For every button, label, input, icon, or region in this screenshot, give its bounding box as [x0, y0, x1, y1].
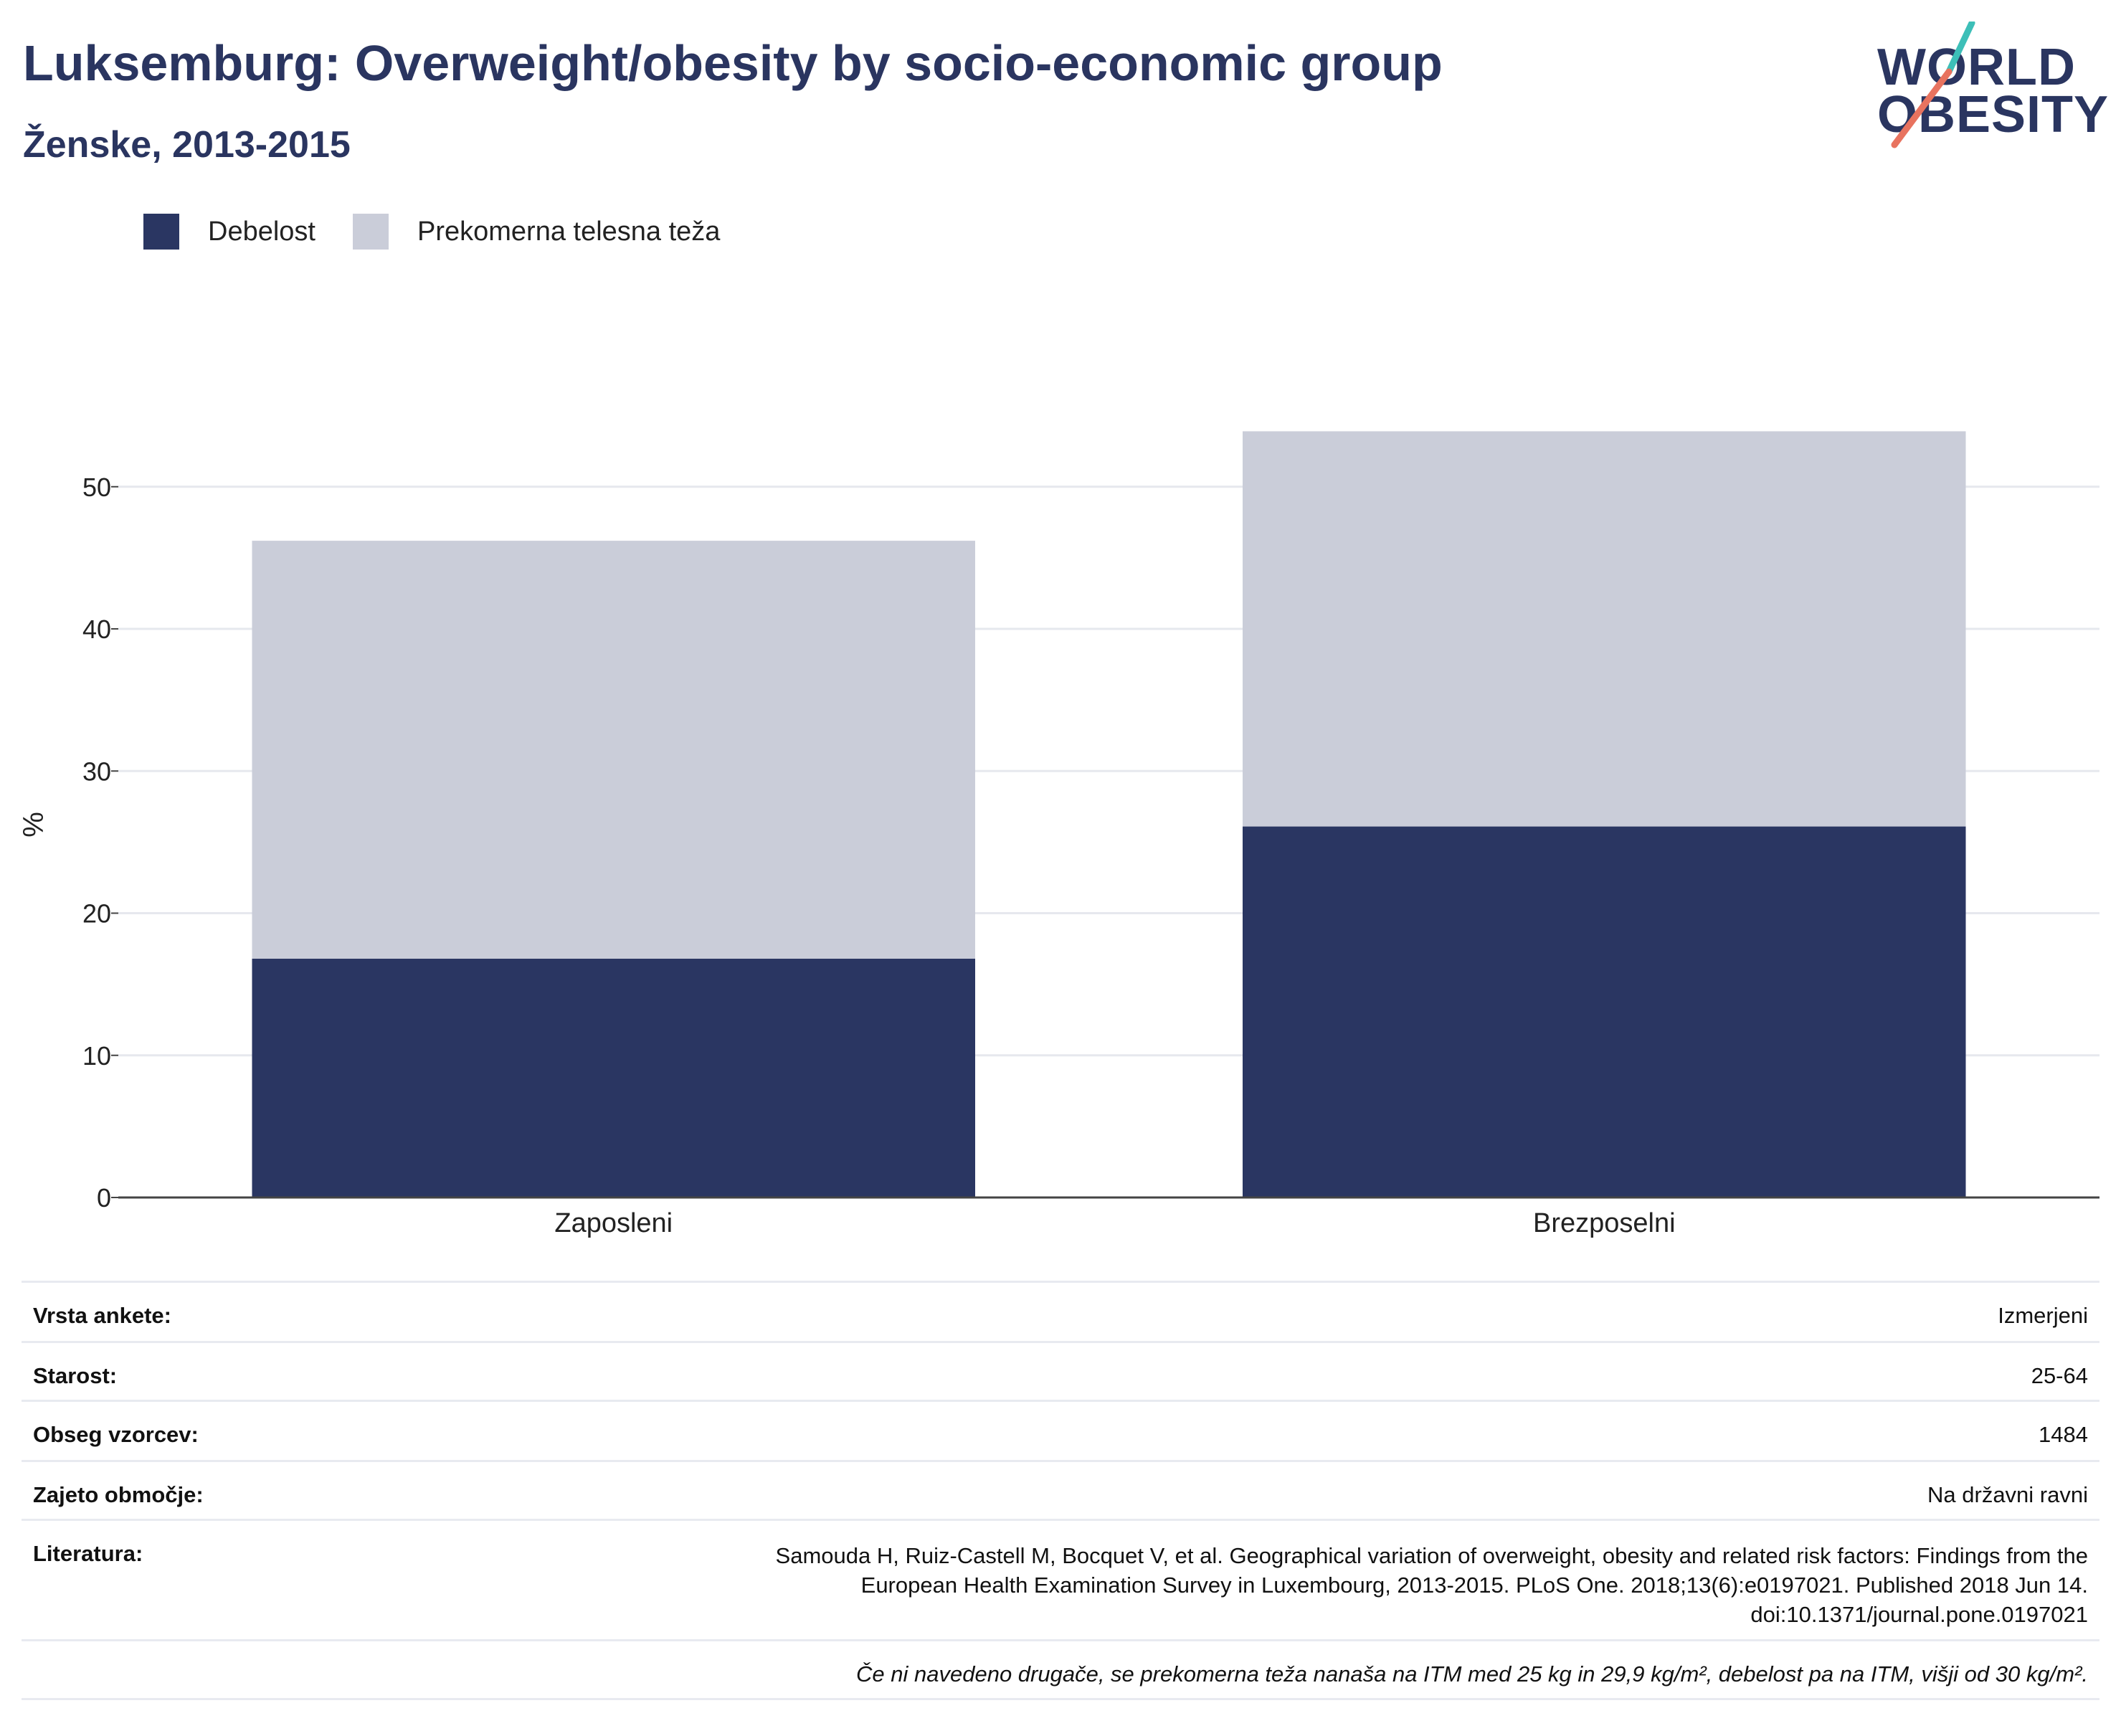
y-tick-label: 0 — [97, 1183, 111, 1213]
bar-debelost-1 — [1243, 826, 1966, 1197]
literature-reference: Samouda H, Ruiz-Castell M, Bocquet V, et… — [776, 1541, 2088, 1629]
world-obesity-logo: WORLD OBESITY — [1864, 22, 2108, 158]
bar-prekomerna-0 — [252, 541, 975, 959]
detail-row-sample-size: Obseg vzorcev: 1484 — [22, 1402, 2099, 1462]
bar-debelost-0 — [252, 958, 975, 1197]
y-tick-label: 40 — [82, 615, 111, 644]
detail-row-area-covered: Zajeto območje: Na državni ravni — [22, 1462, 2099, 1521]
x-tick-label: Brezposelni — [1533, 1208, 1676, 1238]
legend-item-prekomerna[interactable]: Prekomerna telesna teža — [352, 214, 721, 250]
y-axis-title: % — [18, 812, 49, 838]
y-tick-label: 20 — [82, 899, 111, 929]
detail-row-literature: Literatura: Samouda H, Ruiz-Castell M, B… — [22, 1521, 2099, 1641]
detail-row-note: Če ni navedeno drugače, se prekomerna te… — [22, 1641, 2099, 1700]
legend-swatch-debelost — [143, 214, 179, 250]
detail-row-survey-type: Vrsta ankete: Izmerjeni — [22, 1283, 2099, 1343]
logo-slash-icon — [1891, 22, 1975, 148]
detail-value: 25-64 — [2031, 1363, 2088, 1388]
detail-key: Literatura: — [33, 1541, 143, 1566]
legend-label-debelost: Debelost — [208, 216, 315, 247]
literature-line: European Health Examination Survey in Lu… — [860, 1573, 2088, 1598]
detail-row-age: Starost: 25-64 — [22, 1343, 2099, 1402]
y-tick-label: 30 — [82, 756, 111, 786]
literature-line: Samouda H, Ruiz-Castell M, Bocquet V, et… — [775, 1543, 2088, 1568]
detail-value: 1484 — [2039, 1422, 2088, 1447]
detail-key: Zajeto območje: — [33, 1482, 204, 1507]
chart-legend: Debelost Prekomerna telesna teža — [143, 212, 757, 251]
legend-item-debelost[interactable]: Debelost — [143, 214, 315, 250]
literature-line: doi:10.1371/journal.pone.0197021 — [1750, 1602, 2088, 1627]
y-tick-label: 10 — [82, 1041, 111, 1071]
y-tick-label: 50 — [82, 473, 111, 502]
x-tick-label: Zaposleni — [554, 1208, 673, 1238]
logo-word-world: WORLD — [1877, 39, 2076, 96]
chart-subtitle: Ženske, 2013-2015 — [23, 124, 351, 166]
detail-key: Starost: — [33, 1363, 118, 1388]
detail-key: Vrsta ankete: — [33, 1303, 171, 1328]
stacked-bar-chart: 0 10 20 30 40 50 Zaposleni Brezposelni% — [18, 431, 2099, 1238]
chart-title: Luksemburg: Overweight/obesity by socio-… — [23, 35, 1443, 91]
detail-key: Obseg vzorcev: — [33, 1422, 199, 1447]
legend-swatch-prekomerna — [352, 214, 389, 250]
detail-value: Na državni ravni — [1927, 1482, 2088, 1507]
detail-value: Izmerjeni — [1998, 1303, 2088, 1328]
legend-label-prekomerna: Prekomerna telesna teža — [417, 216, 721, 247]
details-table: Vrsta ankete: Izmerjeni Starost: 25-64 O… — [22, 1281, 2099, 1700]
bar-prekomerna-1 — [1243, 431, 1966, 827]
definition-note: Če ni navedeno drugače, se prekomerna te… — [856, 1661, 2088, 1687]
